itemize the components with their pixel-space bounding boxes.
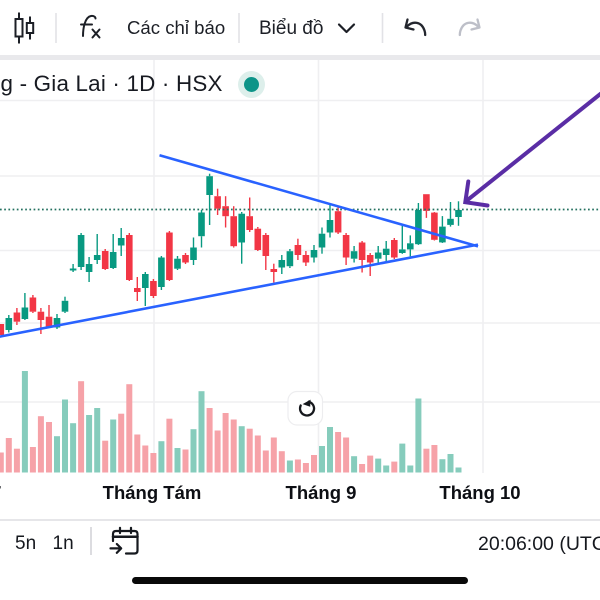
svg-text:Các chỉ báo: Các chỉ báo: [127, 17, 225, 38]
svg-text:Tháng Tám: Tháng Tám: [103, 482, 202, 503]
svg-text:Biểu đồ: Biểu đồ: [259, 18, 323, 39]
svg-text:Tháng 9: Tháng 9: [286, 482, 357, 503]
svg-text:Tháng 7: Tháng 7: [0, 482, 1, 503]
svg-text:Tháng 10: Tháng 10: [439, 482, 520, 503]
